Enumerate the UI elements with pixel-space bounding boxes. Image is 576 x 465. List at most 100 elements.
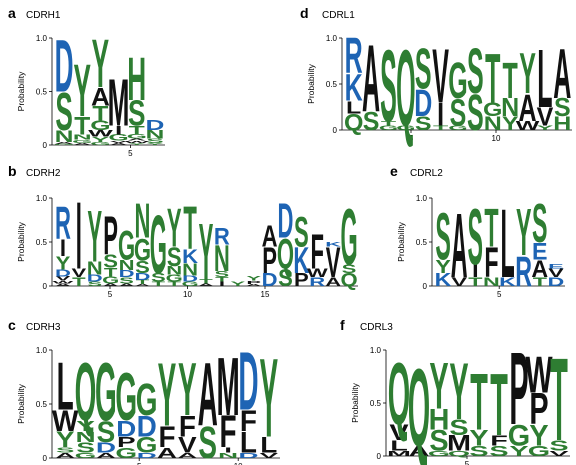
logo-letter-A: A [103,283,119,287]
logo-letter-A: A [451,195,468,298]
logo-letter-S: S [294,209,309,257]
logo-letter-A: A [55,451,75,459]
logo-letter-N: N [166,264,182,278]
logo-letter-D: D [182,274,198,284]
logo-letter-N: N [483,275,500,289]
logo-letter-Y: Y [128,142,146,145]
y-tick-label: 0.5 [416,238,428,247]
logo-letter-S: S [468,193,483,281]
y-tick-label: 0.5 [36,238,48,247]
logo-letter-A: A [127,138,146,141]
logo-letter-M: M [387,450,411,458]
logo-letter-D: D [116,417,136,442]
logo-letter-G: G [166,273,183,284]
logo-letter-N: N [484,113,502,135]
logo-letter-S: S [103,252,118,272]
x-tick-label: 10 [492,134,501,143]
logo-letter-Y: Y [199,208,214,297]
logo-letter-G: G [396,124,415,131]
logo-letter-L: L [57,348,74,424]
logo-letter-T: T [167,281,181,288]
y-tick-label: 0 [333,126,338,135]
logo-letter-F: F [158,421,175,454]
logo-letter-Y: Y [167,197,182,259]
logo-letter-D: D [87,273,103,284]
logo-letter-K: K [499,275,517,289]
logo-letter-A: A [325,275,341,289]
y-tick-label: 0 [423,282,428,291]
logo-letter-N: N [145,129,164,142]
logo-letter-Q: Q [340,271,357,291]
logo-letter-Q: Q [448,450,470,458]
logo-letter-V: V [451,275,467,289]
logo-letter-K: K [435,270,452,290]
logo-letter-V: V [110,140,128,143]
logo-letter-S: S [489,442,508,459]
logo-letter-T: T [468,275,483,289]
logo-letter-S: S [56,446,75,454]
logo-letter-A: A [362,25,380,132]
logo-letter-G: G [150,198,167,291]
panel-f: f CDRL300.51.0Probability5MLVQAQGSHYQMSYS… [340,317,570,465]
logo-letter-G: G [136,433,158,458]
logo-letter-E: E [548,263,564,270]
logo-letter-S: S [135,258,150,277]
panel-label: e [390,163,398,179]
logo-letter-Y: Y [449,346,468,437]
logo-letter-A: A [119,283,135,287]
logo-letter-S: S [415,38,432,102]
logo-letter-T: T [485,40,500,119]
logo-letter-S: S [198,417,217,465]
logo-letter-T: T [550,334,568,465]
logo-letter-V: V [260,451,279,459]
logo-letter-L: L [346,97,361,118]
logo-letter-Q: Q [277,231,294,279]
logo-letter-G: G [90,141,110,146]
logo-letter-S: S [363,108,380,136]
logo-letter-Y: Y [87,196,102,277]
logo-letter-V: V [432,34,449,120]
panel-title: CDRH1 [26,10,61,21]
logo-letter-I: I [76,182,82,289]
logo-letter-A: A [531,256,548,284]
logo-letter-Y: Y [529,420,548,452]
logo-letter-G: G [483,99,502,121]
x-tick-label: 10 [183,290,192,299]
logo-letter-G: G [95,347,117,439]
logo-letter-S: S [167,243,182,273]
logo-letter-A: A [553,35,571,114]
y-tick-label: 0.5 [36,88,48,97]
logo-letter-S: S [532,192,548,253]
logo-letter-Y: Y [435,257,451,277]
panel-c: cCDRH300.51.0Probability510ASYWLGSNYQADS… [8,317,280,465]
logo-letter-T: T [152,281,166,288]
logo-letter-G: G [136,374,158,424]
logo-letter-M: M [108,65,130,140]
logo-letter-A: A [91,84,110,111]
logo-letter-F: F [220,406,237,456]
y-tick-label: 0 [43,141,48,150]
logo-letter-G: G [118,223,135,269]
logo-letter-T: T [533,275,548,289]
logo-letter-G: G [508,420,530,452]
logo-letter-Q: Q [344,110,363,136]
logo-letter-Y: Y [509,442,528,459]
logo-letter-S: S [554,94,571,122]
logo-letter-T: T [72,275,86,289]
logo-letter-D: D [137,411,157,444]
logo-letter-D: D [134,271,150,282]
logo-letter-S: S [151,271,166,285]
x-tick-label: 5 [497,290,502,299]
y-tick-label: 1.0 [36,34,48,43]
logo-letter-R: R [345,27,363,84]
logo-letter-G: G [448,52,467,109]
logo-letter-T: T [183,193,196,262]
logo-letter-T: T [484,197,498,258]
logo-letter-V: V [389,421,408,445]
y-tick-label: 0 [43,454,48,463]
logo-letter-T: T [129,124,146,137]
x-tick-label: 5 [465,460,470,465]
logo-letter-P: P [117,434,136,451]
